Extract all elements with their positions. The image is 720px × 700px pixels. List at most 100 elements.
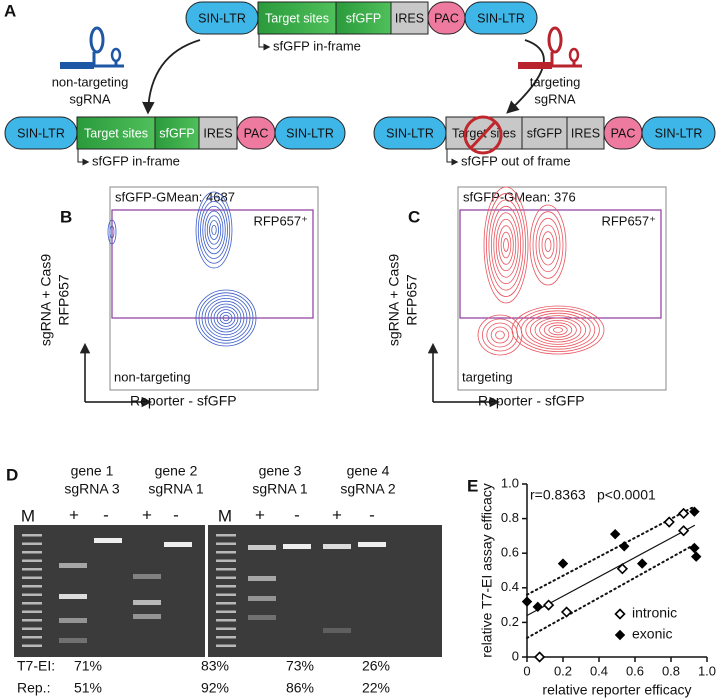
guide-label: non-targeting (52, 74, 129, 89)
construct-part (464, 1, 538, 35)
contour (495, 218, 517, 272)
data-point (560, 606, 573, 618)
gel-band (94, 538, 122, 543)
axis-label: sgRNA + Cas9 (386, 254, 402, 346)
contour (204, 210, 224, 250)
ladder-band (216, 602, 236, 605)
plot-frame (457, 186, 667, 391)
y-tick-label: 0 (512, 648, 519, 663)
construct-part (154, 116, 200, 150)
contour (195, 191, 233, 269)
construct-label: sfGFP (527, 126, 562, 140)
plot-frame (109, 186, 319, 391)
sgrna-icon (110, 47, 122, 63)
contour (198, 292, 254, 344)
efficiency-value: Rep.: (17, 680, 50, 696)
ladder-band (22, 627, 42, 630)
contour (534, 317, 582, 343)
panel-label: E (467, 476, 478, 495)
gel-band (59, 638, 87, 643)
lane-group: gene 1 (71, 463, 114, 479)
contour (538, 224, 558, 266)
gmean-stat: sfGFP-GMean: 376 (463, 189, 576, 204)
y-tick-label: 0.8 (501, 510, 519, 525)
frame-arrow (258, 34, 271, 51)
x-tick-label: 0.2 (554, 663, 572, 678)
contour (216, 309, 236, 327)
x-axis-label: relative reporter efficacy (542, 682, 691, 698)
ladder-band (22, 576, 42, 579)
gel-band (133, 574, 161, 579)
lane-group: sgRNA 1 (252, 481, 307, 497)
x-tick-label: 0.4 (590, 663, 608, 678)
lane-label: - (294, 505, 300, 524)
contour (486, 322, 514, 348)
construct-part (198, 116, 238, 150)
ladder-band (216, 619, 236, 622)
contour (535, 217, 561, 273)
construct-part (257, 1, 337, 35)
frame-note: sfGFP out of frame (461, 153, 571, 168)
ladder-band (22, 644, 42, 647)
contour (493, 212, 519, 278)
legend-label: intronic (632, 605, 677, 621)
contour (516, 307, 600, 352)
fit-line (526, 505, 696, 596)
x-tick-label: 0 (523, 663, 530, 678)
ladder-band (216, 593, 236, 596)
data-point (609, 528, 621, 540)
ladder-band (22, 534, 42, 537)
lane-group: sgRNA 2 (340, 481, 395, 497)
legend-marker (614, 608, 626, 620)
contour (200, 201, 228, 259)
lane-label: + (255, 505, 265, 524)
contour (490, 326, 510, 344)
data-point (689, 542, 700, 554)
contour (544, 237, 552, 253)
data-point (521, 596, 533, 607)
x-tick-label: 0.8 (662, 663, 680, 678)
contour (195, 289, 257, 347)
x-tick-label: 1.0 (698, 663, 716, 678)
gel-band (248, 596, 276, 601)
contour (477, 314, 523, 356)
annotation: r=0.8363 (530, 487, 586, 503)
frame-note: sfGFP in-frame (92, 153, 180, 168)
contour (500, 231, 512, 259)
annotation: p<0.0001 (597, 487, 656, 503)
contour (204, 297, 248, 338)
lane-label: + (142, 505, 152, 524)
gate-label: RFP657⁺ (601, 213, 656, 228)
x-tick-label: 0.6 (626, 663, 644, 678)
lane-label: - (103, 505, 109, 524)
disruption-mark (463, 115, 503, 155)
data-point (532, 601, 544, 613)
data-point (663, 516, 675, 528)
ladder-band (216, 551, 236, 554)
data-point (618, 541, 630, 552)
contour (520, 310, 596, 350)
construct-label: Target sites (265, 11, 329, 25)
lane-group: gene 4 (347, 463, 390, 479)
ladder-band (216, 576, 236, 579)
gmean-stat: sfGFP-GMean: 4687 (115, 189, 235, 204)
efficiency-value: 86% (286, 680, 314, 696)
construct-label: Target sites (84, 126, 148, 140)
construct-part (641, 116, 716, 150)
contour (483, 186, 529, 304)
gel-band (248, 615, 276, 620)
data-point (616, 563, 629, 575)
efficiency-value: 26% (362, 658, 390, 674)
efficiency-value: 73% (286, 658, 314, 674)
legend-label: exonic (632, 626, 672, 642)
gel-band (133, 614, 161, 619)
contour (209, 220, 219, 240)
frame-arrow (446, 149, 459, 166)
construct-part (390, 1, 429, 35)
frame-note: sfGFP in-frame (273, 38, 361, 53)
gate (111, 209, 314, 319)
gel-band (164, 542, 192, 547)
efficiency-value: 51% (74, 680, 102, 696)
data-point (557, 558, 569, 569)
